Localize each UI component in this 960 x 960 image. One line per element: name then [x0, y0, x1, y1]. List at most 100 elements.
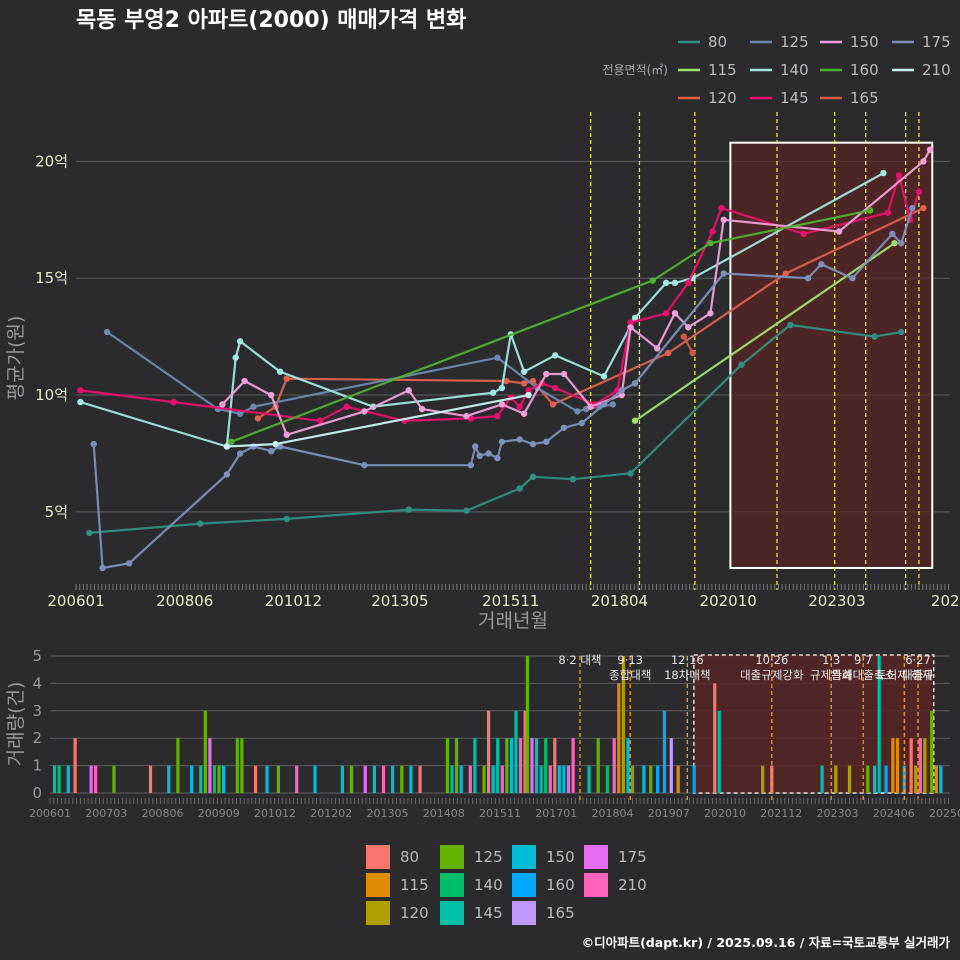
data-point-145: [884, 209, 892, 216]
data-point-150: [926, 146, 934, 153]
volume-x-tick: 202509: [929, 807, 960, 820]
legend-label: 140: [780, 61, 809, 79]
data-point-150: [920, 158, 927, 165]
volume-bar: [877, 656, 881, 793]
volume-bar: [939, 765, 943, 793]
volume-bar: [605, 765, 609, 793]
data-point-175: [818, 260, 825, 268]
volume-bar: [820, 765, 824, 793]
volume-bar: [199, 765, 203, 793]
data-point-175: [600, 401, 608, 408]
policy-annotation: 9·7: [854, 653, 872, 667]
policy-annotation: 12·16: [671, 653, 704, 667]
data-point-150: [361, 408, 368, 415]
data-point-140: [232, 354, 239, 361]
legend-label: 145: [780, 89, 809, 107]
volume-bar: [235, 738, 239, 793]
volume-bar: [914, 765, 918, 793]
volume-bar: [295, 765, 299, 793]
volume-bar: [902, 765, 906, 793]
data-point-210: [272, 440, 279, 448]
volume-x-tick: 201511: [479, 807, 521, 820]
volume-bar: [612, 738, 616, 793]
legend-label: 160: [850, 61, 879, 79]
volume-legend-swatch: [440, 873, 464, 897]
y-tick-label: 15억: [35, 269, 68, 287]
data-point-145: [662, 310, 670, 317]
data-point-175: [494, 454, 501, 462]
volume-bar: [930, 710, 934, 793]
volume-bar: [500, 765, 504, 793]
data-point-175: [618, 387, 625, 394]
volume-legend-label: 80: [400, 848, 419, 866]
volume-bar: [847, 765, 852, 793]
volume-bar: [525, 656, 530, 793]
data-point-175: [897, 239, 905, 247]
y-tick-label: 10억: [35, 386, 68, 404]
data-point-175: [476, 452, 483, 460]
data-point-120: [665, 349, 672, 357]
data-point-140: [631, 314, 639, 322]
volume-y-tick: 2: [32, 729, 42, 747]
series-line-160: [230, 209, 871, 443]
volume-bar: [372, 765, 376, 793]
volume-legend-label: 125: [474, 848, 503, 866]
volume-bar: [566, 765, 571, 793]
data-point-80: [529, 473, 537, 481]
volume-bar: [518, 738, 523, 793]
volume-y-tick: 3: [32, 702, 42, 720]
volume-bar: [866, 765, 870, 793]
data-point-140: [662, 279, 670, 287]
data-point-120: [549, 401, 557, 408]
data-point-80: [787, 321, 794, 329]
x-tick-label: 200806: [156, 592, 213, 610]
data-point-175: [236, 450, 244, 457]
data-point-150: [241, 377, 248, 385]
volume-bar: [523, 710, 527, 793]
volume-bar: [208, 738, 212, 793]
data-point-175: [578, 419, 585, 427]
data-point-150: [498, 401, 506, 408]
volume-bar: [222, 765, 226, 793]
data-point-145: [709, 228, 716, 235]
data-point-175: [268, 447, 275, 455]
volume-bar: [473, 738, 477, 793]
data-point-125: [609, 401, 617, 408]
data-point-140: [498, 384, 506, 392]
volume-bar: [391, 765, 395, 793]
volume-bar: [459, 765, 463, 793]
volume-bar: [596, 738, 600, 793]
data-point-150: [219, 401, 226, 408]
volume-y-tick: 4: [32, 674, 42, 692]
legend-label: 125: [780, 33, 809, 51]
data-point-175: [849, 275, 856, 282]
policy-annotation: 대출규제강화: [740, 668, 804, 682]
data-point-145: [525, 387, 532, 394]
volume-bar: [203, 710, 207, 793]
volume-x-tick: 202010: [704, 807, 746, 820]
policy-annotation: 특례대출축소: [831, 668, 894, 682]
data-point-175: [560, 424, 568, 431]
legend-label: 120: [708, 89, 737, 107]
data-point-80: [569, 475, 577, 483]
data-point-80: [463, 507, 470, 514]
data-point-140: [236, 338, 244, 345]
data-point-145: [170, 398, 177, 406]
volume-x-tick: 201408: [423, 807, 465, 820]
data-point-160: [707, 239, 714, 247]
volume-legend-label: 210: [618, 876, 647, 894]
data-point-150: [418, 405, 426, 413]
volume-legend-label: 165: [546, 904, 575, 922]
volume-x-tick: 200703: [85, 807, 127, 820]
policy-annotation: 18차대책: [664, 668, 710, 682]
data-point-150: [618, 391, 625, 399]
volume-legend-label: 120: [400, 904, 429, 922]
volume-bar: [626, 738, 630, 793]
volume-x-tick: 202303: [817, 807, 859, 820]
data-point-210: [223, 443, 231, 450]
data-point-175: [804, 275, 812, 282]
volume-x-tick: 201012: [254, 807, 296, 820]
volume-legend-swatch: [366, 845, 390, 869]
